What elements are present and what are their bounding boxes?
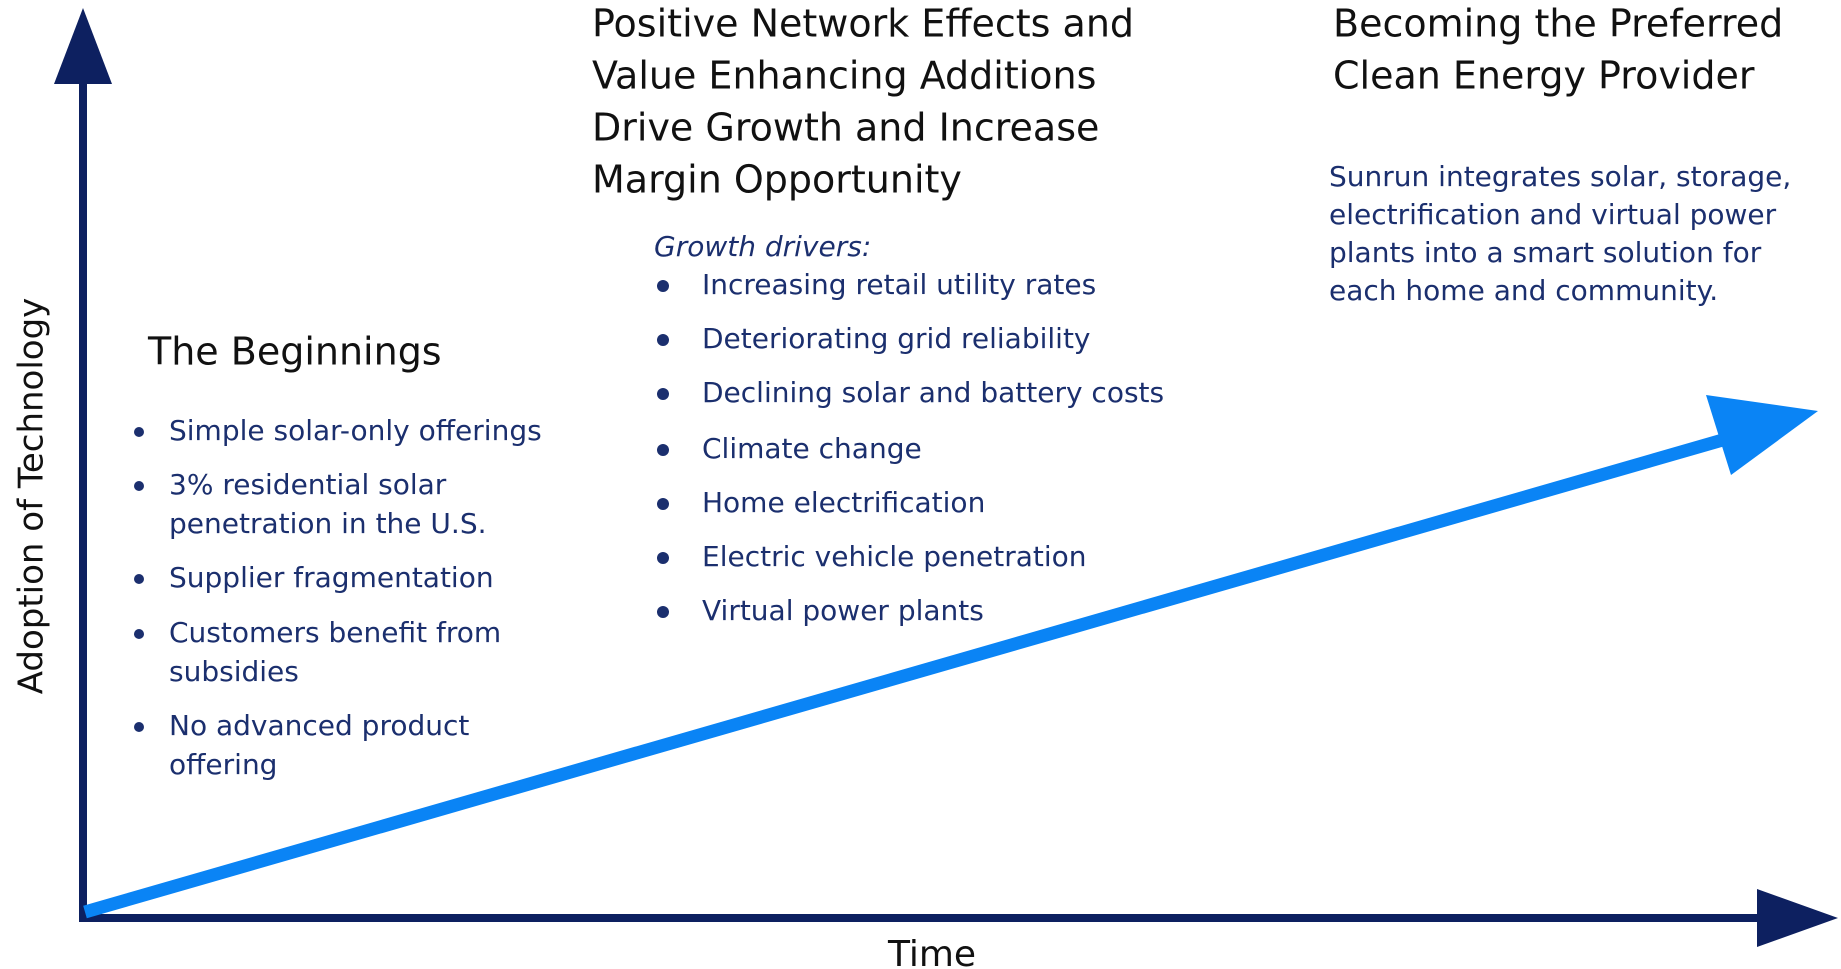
bullet-text: Deteriorating grid reliability: [702, 322, 1091, 355]
bullet: [657, 334, 669, 346]
bullet-text: subsidies: [169, 655, 299, 688]
bullet: [134, 427, 144, 437]
bullet-text: Virtual power plants: [702, 594, 984, 627]
section-title: Drive Growth and Increase: [592, 106, 1099, 150]
x-axis-label: Time: [887, 934, 976, 969]
bullet: [657, 444, 669, 456]
growth-arrowhead: [1706, 395, 1818, 475]
y-axis-label: Adoption of Technology: [12, 298, 52, 695]
bullet: [657, 498, 669, 510]
bullet-text: Home electrification: [702, 486, 985, 519]
bullet-text: Customers benefit from: [169, 616, 501, 649]
growth-arrow: [83, 428, 1742, 919]
section-title: Clean Energy Provider: [1333, 54, 1755, 98]
bullet: [134, 722, 144, 732]
section-title: Margin Opportunity: [592, 158, 962, 202]
section-text: each home and community.: [1329, 274, 1718, 307]
section-text: Sunrun integrates solar, storage,: [1329, 160, 1791, 193]
bullet: [657, 552, 669, 564]
bullet-text: Climate change: [702, 432, 922, 465]
bullet-text: Increasing retail utility rates: [702, 268, 1096, 301]
x-axis-arrowhead: [1757, 889, 1838, 947]
y-axis-arrowhead: [54, 8, 112, 84]
section-title: Value Enhancing Additions: [592, 54, 1096, 98]
bullet: [134, 574, 144, 584]
bullet-text: Simple solar-only offerings: [169, 414, 542, 447]
section-text: plants into a smart solution for: [1329, 236, 1762, 269]
section-title: The Beginnings: [147, 330, 442, 374]
bullet: [657, 280, 669, 292]
bullet-text: No advanced product: [169, 709, 469, 742]
section-title: Becoming the Preferred: [1333, 2, 1783, 46]
section-intro: Growth drivers:: [654, 230, 871, 263]
bullet: [134, 481, 144, 491]
bullet-text: Electric vehicle penetration: [702, 540, 1087, 573]
section-title: Positive Network Effects and: [592, 2, 1134, 46]
section-text: electrification and virtual power: [1329, 198, 1777, 231]
bullet-text: offering: [169, 748, 277, 781]
bullet-text: Supplier fragmentation: [169, 561, 494, 594]
bullet-text: 3% residential solar: [169, 468, 447, 501]
bullet: [657, 388, 669, 400]
bullet: [134, 629, 144, 639]
bullet: [657, 606, 669, 618]
bullet-text: penetration in the U.S.: [169, 507, 487, 540]
bullet-text: Declining solar and battery costs: [702, 376, 1164, 409]
